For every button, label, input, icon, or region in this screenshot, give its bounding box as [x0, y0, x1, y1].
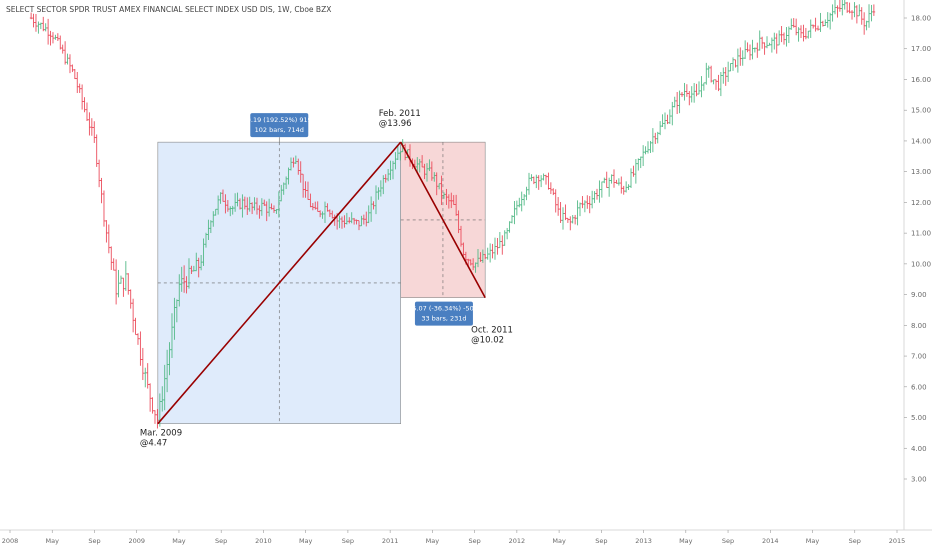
candles: [29, 0, 876, 429]
x-tick-label: 2010: [255, 537, 272, 545]
x-tick-label: Sep: [468, 537, 480, 545]
x-tick-label: 2015: [889, 537, 906, 545]
x-tick-label: Sep: [215, 537, 227, 545]
x-axis-panel: [0, 530, 932, 550]
x-tick-label: May: [299, 537, 313, 545]
y-tick-label: 15.00: [911, 107, 931, 115]
annotation-high-2011-1: Feb. 2011: [379, 109, 421, 119]
y-tick-label: 14.00: [911, 137, 931, 145]
y-tick-label: 17.00: [911, 45, 931, 53]
fall-range-badge-line-1: -5.07 (-36.34%) -507: [410, 305, 478, 313]
x-tick-label: Sep: [88, 537, 100, 545]
x-tick-label: May: [806, 537, 820, 545]
y-tick-label: 9.00: [911, 291, 927, 299]
x-tick-label: May: [552, 537, 566, 545]
fall-range-badge: [414, 301, 473, 326]
y-tick-label: 10.00: [911, 260, 931, 268]
x-tick-label: 2012: [509, 537, 526, 545]
y-axis-panel: [904, 0, 932, 530]
y-tick-label: 8.00: [911, 322, 927, 330]
x-tick-label: 2014: [762, 537, 779, 545]
rise-range-badge-line-2: 102 bars, 714d: [255, 126, 304, 134]
y-tick-label: 18.00: [911, 15, 931, 23]
annotation-high-2011-2: @13.96: [379, 119, 412, 129]
x-tick-label: 2008: [2, 537, 19, 545]
annotation-low-2011-1: Oct. 2011: [471, 326, 513, 336]
fall-range-badge-line-2: 33 bars, 231d: [421, 315, 466, 323]
y-tick-label: 16.00: [911, 76, 931, 84]
x-tick-label: May: [46, 537, 60, 545]
annotation-low-2009-2: @4.47: [140, 439, 167, 449]
x-tick-label: 2013: [635, 537, 652, 545]
y-tick-label: 4.00: [911, 445, 927, 453]
x-tick-label: Sep: [342, 537, 354, 545]
trend-line-1: [157, 141, 402, 425]
x-tick-label: May: [426, 537, 440, 545]
rise-range-badge: [250, 113, 309, 138]
annotation-low-2011-2: @10.02: [471, 336, 504, 346]
x-tick-label: Sep: [595, 537, 607, 545]
y-tick-label: 3.00: [911, 476, 927, 484]
y-tick-label: 13.00: [911, 168, 931, 176]
annotation-low-2009-1: Mar. 2009: [140, 429, 182, 439]
y-tick-label: 7.00: [911, 353, 927, 361]
x-tick-label: May: [679, 537, 693, 545]
y-tick-label: 6.00: [911, 383, 927, 391]
y-tick-label: 5.00: [911, 414, 927, 422]
rise-range-badge-line-1: 9.19 (192.52%) 919: [247, 116, 312, 124]
trend-line-2: [399, 141, 486, 299]
x-tick-label: Sep: [722, 537, 734, 545]
y-tick-label: 12.00: [911, 199, 931, 207]
x-tick-label: 2009: [128, 537, 145, 545]
y-tick-label: 11.00: [911, 230, 931, 238]
x-tick-label: Sep: [849, 537, 861, 545]
chart-title: SELECT SECTOR SPDR TRUST AMEX FINANCIAL …: [6, 5, 332, 14]
x-tick-label: 2011: [382, 537, 399, 545]
x-tick-label: May: [172, 537, 186, 545]
